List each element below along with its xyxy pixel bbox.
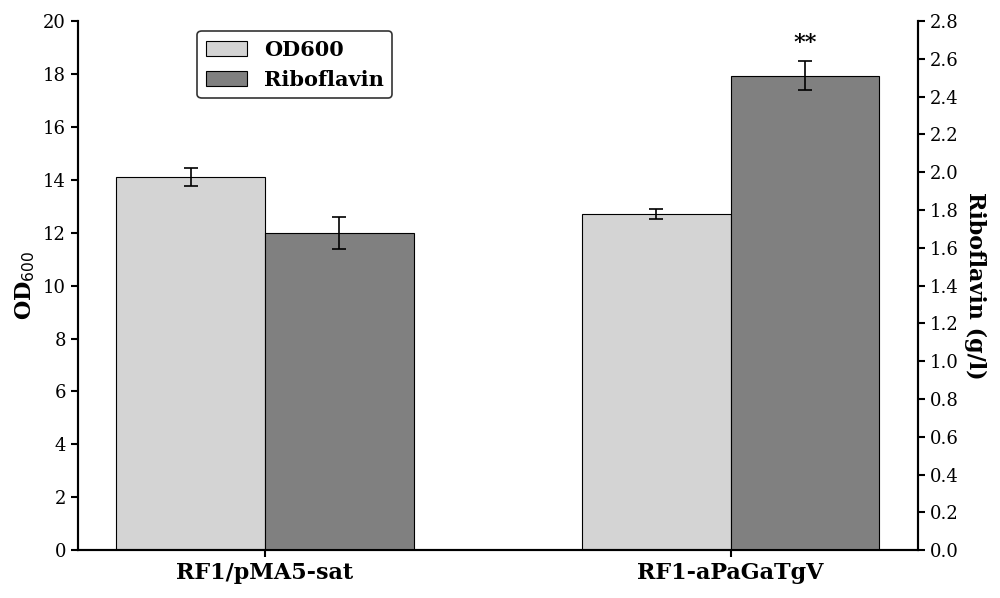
- Legend: OD600, Riboflavin: OD600, Riboflavin: [197, 31, 392, 99]
- Bar: [265, 233, 414, 550]
- Text: **: **: [793, 32, 817, 54]
- Y-axis label: Riboflavin (g/l): Riboflavin (g/l): [964, 192, 986, 379]
- Bar: [116, 177, 265, 550]
- Bar: [582, 214, 731, 550]
- Bar: [731, 76, 879, 550]
- Y-axis label: OD$_{600}$: OD$_{600}$: [14, 251, 37, 321]
